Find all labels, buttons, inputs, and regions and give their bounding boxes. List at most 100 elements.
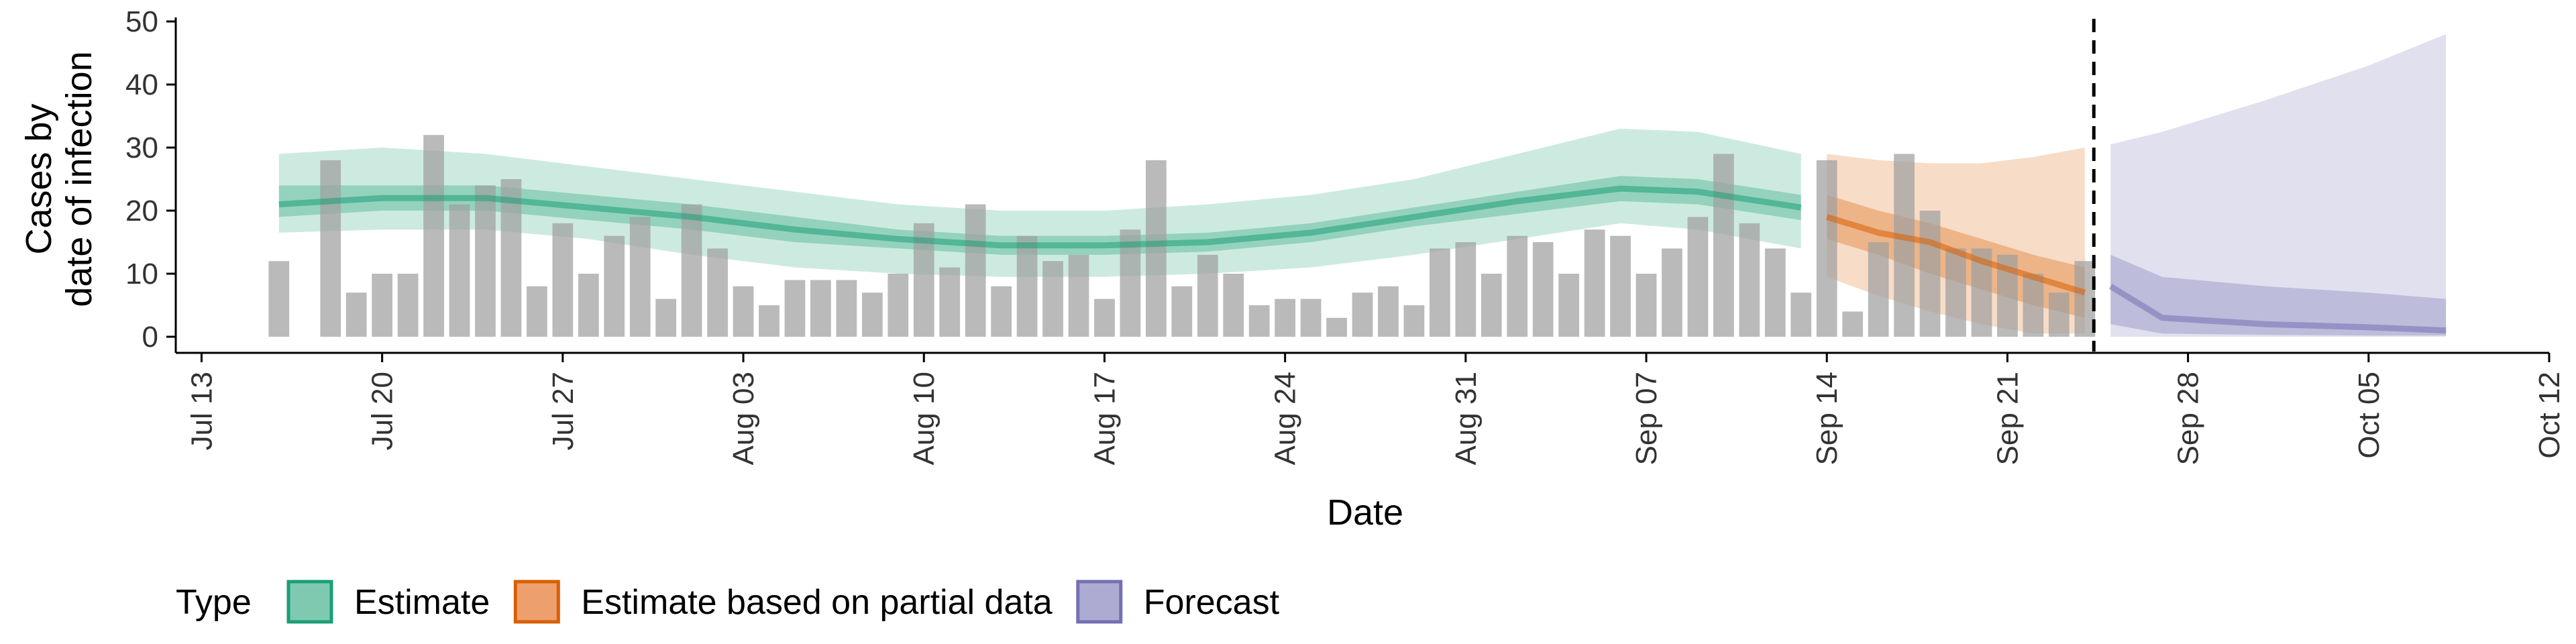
case-bar (1223, 274, 1244, 337)
case-bar (372, 274, 393, 337)
case-bar (629, 217, 651, 337)
case-bar (2023, 274, 2044, 337)
series-2-median-line (2108, 283, 2447, 334)
case-bar (810, 280, 831, 337)
case-bar (1042, 261, 1063, 337)
x-tick-label: Jul 27 (547, 372, 580, 450)
case-bar (1326, 317, 1347, 337)
case-bar (655, 299, 677, 337)
case-bar (1610, 235, 1631, 337)
case-bar (1816, 160, 1837, 337)
x-tick-label: Jul 20 (366, 372, 399, 450)
series-0-median-line (278, 185, 1802, 249)
series-1-median-line (1825, 214, 2086, 296)
x-tick-label: Jul 13 (185, 372, 218, 450)
series-1-outer-band (1827, 148, 2085, 334)
y-tick-label: 40 (125, 68, 158, 101)
case-bar (268, 261, 290, 337)
series-2-outer-band (2110, 34, 2447, 337)
case-bar (397, 274, 419, 337)
y-tick-label: 10 (125, 258, 158, 290)
case-bar (1094, 299, 1115, 337)
x-tick-label: Aug 17 (1088, 372, 1121, 465)
axes-layer: 0 10 20 30 40 50 Jul 13 Jul 20 Jul 27 Aug 03 Aug 1… (125, 5, 2566, 465)
case-bar (1842, 311, 1864, 337)
legend-key-2 (1076, 580, 1123, 624)
case-bar (1378, 286, 1399, 337)
case-bar (681, 204, 702, 337)
case-bar (1764, 248, 1786, 337)
case-bar (2048, 292, 2070, 337)
case-bar (1455, 242, 1477, 337)
case-bar (500, 179, 522, 337)
median-layer (278, 185, 2447, 334)
case-bar (1713, 154, 1734, 337)
case-bar (475, 185, 496, 337)
case-bar (1532, 242, 1554, 337)
bar-layer (268, 135, 2096, 337)
case-bar (759, 305, 780, 337)
case-bar (707, 248, 728, 337)
x-tick-label: Sep 21 (1991, 372, 2024, 465)
y-tick-label: 20 (125, 195, 158, 227)
case-bar (1171, 286, 1193, 337)
case-bar (423, 135, 444, 337)
case-bar (965, 204, 986, 337)
case-bar (578, 274, 599, 337)
y-axis-title-line-1: Cases by (19, 103, 59, 254)
case-bar (1507, 235, 1528, 337)
legend: Type Estimate Estimate based on partial da… (176, 580, 1280, 624)
case-bar (1868, 242, 1889, 337)
legend-label-0: Estimate (354, 583, 490, 622)
legend-key-0 (286, 580, 333, 624)
ribbon-layer (278, 34, 2447, 337)
legend-label-1: Estimate based on partial data (581, 583, 1053, 622)
case-bar (1145, 160, 1167, 337)
y-tick-label: 0 (142, 321, 158, 354)
x-axis-title: Date (1327, 492, 1403, 533)
case-bar (604, 235, 625, 337)
case-bar (1068, 254, 1089, 337)
case-bar (552, 223, 574, 337)
case-bar (1403, 305, 1425, 337)
case-bar (1558, 274, 1580, 337)
x-tick-label: Sep 14 (1811, 372, 1843, 465)
x-tick-label: Aug 24 (1269, 372, 1302, 465)
case-bar (1429, 248, 1450, 337)
case-bar (733, 286, 754, 337)
case-bar (1352, 292, 1373, 337)
case-bar (784, 280, 806, 337)
series-0-inner-band (278, 176, 1801, 255)
case-bar (1919, 211, 1941, 337)
x-tick-label: Aug 10 (908, 372, 941, 465)
case-bar (1248, 305, 1270, 337)
case-bar (1481, 274, 1502, 337)
case-bar (320, 160, 341, 337)
y-axis-title-line-2: date of infection (59, 51, 99, 307)
case-bar (1945, 248, 1966, 337)
case-bar (449, 204, 470, 337)
case-bar (1300, 299, 1322, 337)
series-0-outer-band (278, 128, 1801, 277)
x-tick-label: Sep 28 (2172, 372, 2205, 465)
case-bar (939, 267, 961, 337)
case-bar (1275, 299, 1296, 337)
case-bar (1197, 254, 1218, 337)
case-bar (1635, 274, 1657, 337)
case-bar (2074, 261, 2096, 337)
y-tick-label: 50 (125, 5, 158, 38)
case-bar (1662, 248, 1682, 337)
case-bar (991, 286, 1012, 337)
x-tick-label: Aug 03 (727, 372, 760, 465)
x-tick-label: Aug 31 (1450, 372, 1483, 465)
x-tick-label: Oct 05 (2353, 372, 2385, 459)
case-bar (1584, 229, 1605, 337)
case-bar (1790, 292, 1812, 337)
case-bar (345, 292, 367, 337)
case-bar (1016, 235, 1038, 337)
legend-key-1 (513, 580, 560, 624)
series-2-inner-band (2110, 254, 2447, 336)
y-tick-label: 30 (125, 131, 158, 164)
case-bar (527, 286, 547, 337)
